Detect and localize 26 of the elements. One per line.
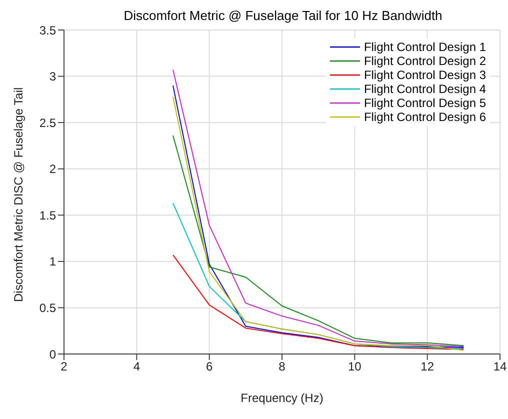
y-tick-label: 3.5 [39, 23, 56, 38]
y-tick-label: 1 [49, 254, 56, 269]
chart-title: Discomfort Metric @ Fuselage Tail for 10 Hz Bandwidth [122, 8, 444, 23]
x-axis-title: Frequency (Hz) [240, 391, 324, 405]
legend-label: Flight Control Design 1 [364, 40, 486, 54]
x-tick-label: 8 [278, 360, 286, 374]
legend-label: Flight Control Design 2 [364, 54, 486, 68]
y-tick-label: 0 [49, 347, 56, 362]
x-tick-label: 4 [133, 360, 140, 374]
line-series [172, 135, 464, 346]
legend-label: Flight Control Design 6 [364, 110, 486, 124]
y-tick-label: 2.5 [39, 116, 56, 130]
x-tick-label: 2 [60, 360, 68, 374]
y-tick-label: 3 [49, 70, 56, 84]
legend-label: Flight Control Design 5 [364, 96, 486, 110]
line-series [172, 254, 464, 350]
legend-label: Flight Control Design 4 [364, 82, 486, 96]
y-tick-label: 1.5 [39, 208, 56, 222]
legend-label: Flight Control Design 3 [364, 68, 486, 82]
x-tick-label: 6 [206, 360, 213, 374]
y-tick-label: 2 [49, 162, 56, 176]
x-tick-label: 10 [348, 360, 362, 374]
y-tick-label: 0.5 [39, 300, 56, 315]
x-tick-label: 14 [493, 360, 507, 374]
y-axis-title: Discomfort Metric DISC @ Fuselage Tail [11, 87, 26, 302]
x-tick-label: 12 [420, 360, 434, 374]
